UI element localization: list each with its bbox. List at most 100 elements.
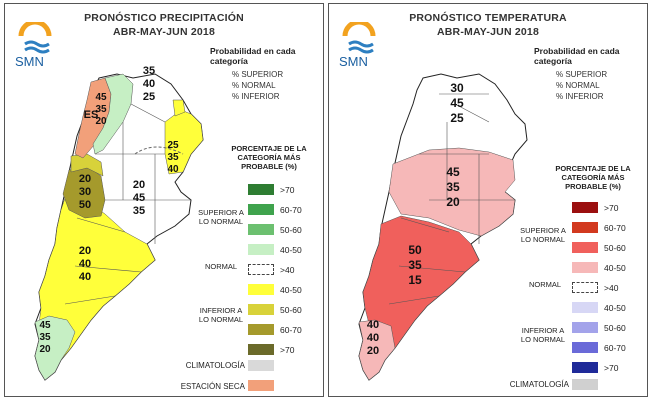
value-sup: 40: [367, 319, 379, 331]
value-norm: 30: [79, 186, 91, 198]
prob-item-normal: % NORMAL: [556, 81, 600, 90]
cat-superior: SUPERIOR A LO NORMAL: [520, 226, 566, 244]
value-sup: 45: [446, 165, 460, 179]
swatch: [572, 262, 598, 273]
cat-normal: NORMAL: [204, 262, 238, 271]
region-values-4: 25 35 40: [167, 140, 179, 175]
value-inf: 20: [39, 344, 51, 355]
pct-title: PORCENTAJE DE LA CATEGORÍA MÁS PROBABLE …: [231, 144, 307, 171]
value-inf: 25: [450, 111, 464, 125]
value-inf: 15: [408, 273, 422, 287]
value-inf: 20: [446, 195, 460, 209]
swatch-label: 50-60: [280, 225, 302, 235]
swatch: [572, 362, 598, 373]
value-norm: 35: [39, 332, 51, 343]
value-norm: 40: [79, 258, 91, 270]
swatch-label: 60-70: [604, 343, 626, 353]
swatch: [248, 304, 274, 315]
value-norm: 35: [95, 104, 107, 115]
region-yellow-south: [38, 191, 156, 361]
swatch-label: >70: [604, 203, 619, 213]
swatch-label: 60-70: [280, 325, 302, 335]
value-inf: 35: [133, 205, 145, 217]
cat-inferior: INFERIOR A LO NORMAL: [520, 326, 566, 344]
region-values-6: 20 45 35: [133, 179, 145, 217]
region-yellow-ne: [164, 109, 204, 175]
swatch-label: 40-50: [604, 303, 626, 313]
value-sup: 25: [167, 140, 179, 151]
estacion-seca-label: ESTACIÓN SECA: [180, 382, 245, 391]
region-red-south: [362, 215, 480, 355]
swatch: [248, 184, 274, 195]
prob-title: Probabilidad en cada categoría: [534, 46, 620, 66]
swatch: [572, 322, 598, 333]
panel-subtitle: ABR-MAY-JUN 2018: [112, 26, 215, 38]
region-values-4: 40 40 20: [367, 319, 379, 357]
swatch-label: 40-50: [604, 263, 626, 273]
smn-logo-text: SMN: [339, 54, 368, 69]
region-values-3: 35 40 25: [143, 65, 155, 103]
swatch: [572, 282, 598, 293]
panel-title: PRONÓSTICO TEMPERATURA: [409, 12, 567, 24]
swatch: [572, 379, 598, 390]
swatch-label: 50-60: [604, 243, 626, 253]
cat-normal: NORMAL: [528, 280, 562, 289]
swatch: [248, 204, 274, 215]
value-sup: 20: [133, 179, 145, 191]
panel-subtitle: ABR-MAY-JUN 2018: [436, 26, 539, 38]
swatch: [248, 224, 274, 235]
swatch: [572, 242, 598, 253]
swatch-label: 50-60: [280, 305, 302, 315]
region-green-noa: [92, 73, 134, 155]
value-inf: 40: [79, 271, 91, 283]
cat-superior: SUPERIOR A LO NORMAL: [198, 208, 244, 226]
value-norm: 40: [143, 78, 155, 90]
swatch: [248, 380, 274, 391]
swatch-label: 50-60: [604, 323, 626, 333]
smn-logo-icon: [342, 22, 376, 54]
panel-title: PRONÓSTICO PRECIPITACIÓN: [84, 12, 244, 24]
prob-item-inferior: % INFERIOR: [232, 92, 280, 101]
swatch-label: >40: [604, 283, 619, 293]
climatologia-label: CLIMATOLOGÍA: [185, 361, 245, 370]
value-norm: 45: [133, 192, 145, 204]
cat-inferior: INFERIOR A LO NORMAL: [198, 306, 244, 324]
prob-item-normal: % NORMAL: [232, 81, 276, 90]
swatch-label: 60-70: [280, 205, 302, 215]
region-light-olive: [70, 153, 104, 177]
value-sup: 20: [79, 173, 91, 185]
swatch: [248, 264, 274, 275]
swatch: [572, 202, 598, 213]
swatch-label: >70: [280, 345, 295, 355]
region-values-8: 45 35 20: [39, 320, 51, 355]
value-inf: 25: [143, 91, 155, 103]
swatch: [248, 324, 274, 335]
swatch-label: >70: [604, 363, 619, 373]
prob-item-inferior: % INFERIOR: [556, 92, 604, 101]
value-sup: 50: [408, 243, 422, 257]
value-norm: 40: [367, 332, 379, 344]
value-inf: 20: [367, 345, 379, 357]
prob-item-superior: % SUPERIOR: [556, 70, 608, 79]
value-sup: 45: [39, 320, 51, 331]
value-norm: 35: [446, 180, 460, 194]
prob-title: Probabilidad en cada categoría: [210, 46, 296, 66]
value-sup: 35: [143, 65, 155, 77]
swatch-label: 40-50: [280, 285, 302, 295]
region-green-south: [34, 315, 76, 381]
swatch-label: 60-70: [604, 223, 626, 233]
temperature-panel: 30 45 25 45 35 20 50 35 15 40 40 20 PRON…: [328, 3, 648, 397]
swatch-label: >70: [280, 185, 295, 195]
value-inf: 20: [95, 116, 107, 127]
swatch: [248, 244, 274, 255]
value-norm: 35: [408, 258, 422, 272]
climatologia-label: CLIMATOLOGÍA: [509, 380, 569, 389]
value-inf: 40: [167, 164, 179, 175]
swatch: [572, 222, 598, 233]
region-values-5: 20 30 50: [79, 173, 91, 211]
temperature-map: 30 45 25 45 35 20 50 35 15 40 40 20: [358, 73, 528, 381]
value-dry-season: ES: [84, 109, 99, 121]
region-values-3: 50 35 15: [408, 243, 422, 287]
region-pink-south: [358, 319, 396, 381]
smn-logo-text: SMN: [15, 54, 44, 69]
